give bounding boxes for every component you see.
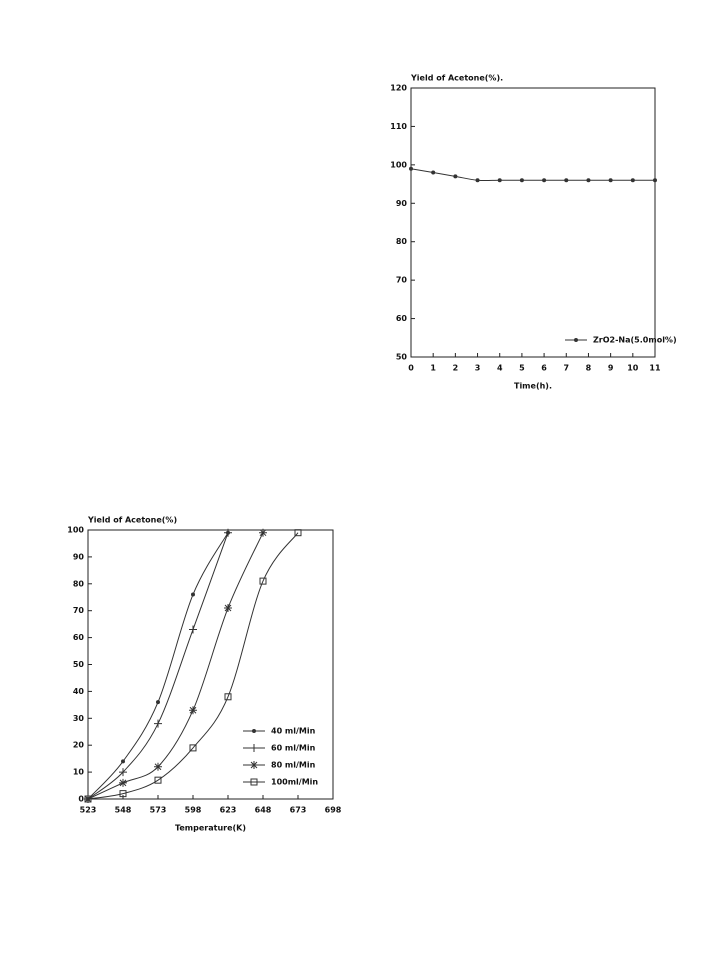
legend-marker bbox=[250, 761, 258, 769]
point bbox=[119, 768, 127, 777]
point bbox=[294, 529, 302, 537]
x-tick-label: 673 bbox=[290, 806, 307, 815]
x-tick-label: 648 bbox=[255, 806, 272, 815]
y-tick-label: 100 bbox=[67, 526, 84, 535]
x-axis-title: Time(h). bbox=[514, 382, 552, 391]
point bbox=[653, 178, 657, 183]
y-tick-label: 20 bbox=[73, 741, 85, 750]
y-tick-label: 50 bbox=[73, 660, 85, 669]
x-tick-label: 9 bbox=[608, 364, 614, 373]
point bbox=[453, 174, 458, 179]
y-tick-label: 40 bbox=[73, 687, 85, 696]
point bbox=[156, 700, 160, 705]
x-tick-label: 3 bbox=[475, 364, 481, 373]
point bbox=[154, 762, 162, 771]
point bbox=[630, 178, 635, 183]
y-tick-label: 70 bbox=[73, 606, 85, 615]
x-tick-label: 598 bbox=[185, 806, 202, 815]
series-line bbox=[87, 532, 229, 800]
point bbox=[431, 170, 436, 175]
y-tick-label: 110 bbox=[390, 122, 407, 131]
legend-label: 80 ml/Min bbox=[271, 761, 316, 770]
point bbox=[586, 178, 591, 183]
point bbox=[84, 795, 92, 803]
y-tick-label: 80 bbox=[73, 579, 85, 588]
point bbox=[189, 706, 197, 715]
legend-marker bbox=[250, 778, 258, 786]
legend-label: 60 ml/Min bbox=[271, 744, 316, 753]
y-tick-label: 90 bbox=[396, 199, 408, 208]
y-tick-label: 90 bbox=[73, 552, 85, 561]
point bbox=[119, 790, 127, 798]
point bbox=[409, 166, 413, 171]
series-line bbox=[87, 532, 229, 800]
point bbox=[119, 778, 127, 787]
point bbox=[191, 592, 195, 597]
x-tick-label: 1 bbox=[430, 364, 436, 373]
y-axis-title: Yield of Acetone(%). bbox=[410, 74, 503, 83]
point bbox=[189, 625, 197, 634]
x-tick-label: 7 bbox=[563, 364, 569, 373]
point bbox=[154, 776, 162, 784]
y-tick-label: 100 bbox=[390, 160, 407, 169]
legend-marker bbox=[574, 338, 578, 342]
x-tick-label: 4 bbox=[497, 364, 503, 373]
x-tick-label: 11 bbox=[649, 364, 661, 373]
y-tick-label: 60 bbox=[396, 314, 408, 323]
point bbox=[608, 178, 613, 183]
legend-label: 100ml/Min bbox=[271, 778, 318, 787]
x-tick-label: 573 bbox=[150, 806, 167, 815]
y-tick-label: 60 bbox=[73, 633, 85, 642]
point bbox=[519, 178, 524, 183]
point bbox=[542, 178, 547, 183]
legend-marker bbox=[250, 744, 258, 752]
legend-label: ZrO2-Na(5.0mol%) bbox=[593, 336, 677, 345]
x-tick-label: 10 bbox=[627, 364, 639, 373]
series-line bbox=[87, 532, 264, 800]
series-line bbox=[87, 532, 299, 800]
point bbox=[497, 178, 502, 183]
x-tick-label: 5 bbox=[519, 364, 525, 373]
point bbox=[475, 178, 480, 183]
x-tick-label: 548 bbox=[115, 806, 132, 815]
x-tick-label: 6 bbox=[541, 364, 547, 373]
legend-label: 40 ml/Min bbox=[271, 727, 316, 736]
y-tick-label: 10 bbox=[73, 768, 85, 777]
x-tick-label: 8 bbox=[586, 364, 592, 373]
x-tick-label: 523 bbox=[80, 806, 97, 815]
series-line bbox=[410, 168, 655, 182]
point bbox=[259, 528, 267, 537]
y-tick-label: 0 bbox=[78, 795, 84, 804]
point bbox=[259, 577, 267, 585]
plot-frame bbox=[410, 87, 656, 358]
y-tick-label: 30 bbox=[73, 714, 85, 723]
point bbox=[189, 744, 197, 752]
x-tick-label: 0 bbox=[408, 364, 414, 373]
y-tick-label: 120 bbox=[390, 84, 407, 93]
point bbox=[154, 719, 162, 728]
point bbox=[224, 604, 232, 613]
point bbox=[224, 693, 232, 701]
y-tick-label: 50 bbox=[396, 353, 408, 362]
point bbox=[564, 178, 569, 183]
point bbox=[224, 528, 232, 537]
y-axis-title: Yield of Acetone(%) bbox=[87, 516, 177, 525]
y-tick-label: 70 bbox=[396, 276, 408, 285]
x-tick-label: 623 bbox=[220, 806, 237, 815]
y-tick-label: 80 bbox=[396, 237, 408, 246]
x-axis-title: Temperature(K) bbox=[175, 824, 246, 833]
point bbox=[121, 759, 125, 764]
x-tick-label: 698 bbox=[325, 806, 342, 815]
legend-marker bbox=[252, 729, 256, 733]
x-tick-label: 2 bbox=[453, 364, 459, 373]
